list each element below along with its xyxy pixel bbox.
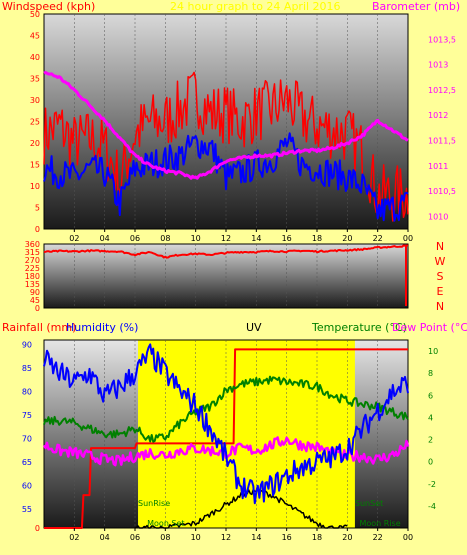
wind-average-line: [43, 132, 409, 222]
y-tick-label-right: 2: [428, 436, 433, 445]
y-tick-label-left: 225: [25, 264, 40, 273]
wind-direction-line: [43, 244, 409, 259]
y-tick-label-left: 15: [30, 161, 40, 170]
x-tick-label: 02: [69, 533, 79, 542]
x-tick-label: 20: [342, 533, 352, 542]
x-tick-label: 12: [221, 533, 231, 542]
y-tick-label-left: 60: [22, 482, 32, 491]
chart-title: 24 hour graph to 24 April 2016: [170, 0, 341, 13]
y-tick-label-right: 1010: [428, 212, 448, 221]
barometer-line: [43, 71, 409, 180]
x-tick-label: 04: [100, 533, 110, 542]
y-tick-label-left: 70: [22, 435, 32, 444]
x-tick-label: 06: [130, 533, 140, 542]
y-tick-label-right: -4: [428, 502, 436, 511]
y-tick-label-right: 1013,5: [428, 35, 456, 44]
moonrise-annotation: Moon Rise: [359, 519, 400, 528]
y-tick-label-left: 50: [30, 10, 40, 19]
y-tick-label-left: 45: [30, 32, 40, 41]
humidity-axis-label: Humidity (%): [66, 321, 138, 334]
rain-zero-label: 0: [35, 524, 40, 533]
x-tick-label: 22: [373, 533, 383, 542]
y-tick-label-right: 10: [428, 347, 438, 356]
humidity-line: [43, 343, 409, 505]
x-tick-label: 12: [221, 234, 231, 243]
y-tick-label-left: 55: [22, 505, 32, 514]
y-tick-label-left: 85: [22, 364, 32, 373]
x-tick-label: 22: [373, 234, 383, 243]
y-tick-label-left: 270: [25, 256, 40, 265]
y-tick-label-left: 90: [22, 341, 32, 350]
x-tick-label: 10: [191, 234, 201, 243]
x-tick-label: 14: [251, 533, 261, 542]
x-tick-label: 00: [403, 533, 413, 542]
x-tick-label: 16: [282, 234, 292, 243]
y-tick-label-right: 8: [428, 369, 433, 378]
y-tick-label-right: 6: [428, 391, 433, 400]
dewpoint-axis-label: Dew Point (°C): [392, 321, 467, 334]
sunrise-annotation: SunRise: [138, 499, 170, 508]
barometer-axis-label: Barometer (mb): [372, 0, 460, 13]
y-tick-label-right: 1012: [428, 111, 448, 120]
y-tick-label-left: 40: [30, 53, 40, 62]
direction-label: N: [436, 240, 444, 253]
direction-label: N: [436, 300, 444, 313]
y-tick-label-right: 1011,5: [428, 136, 456, 145]
x-tick-label: 00: [403, 234, 413, 243]
direction-label: S: [437, 270, 444, 283]
y-tick-label-left: 35: [30, 75, 40, 84]
uv-axis-label: UV: [246, 321, 262, 334]
x-tick-label: 18: [312, 533, 322, 542]
direction-label: E: [437, 285, 444, 298]
y-tick-label-left: 360: [25, 240, 40, 249]
y-tick-label-right: 4: [428, 413, 433, 422]
x-tick-label: 18: [312, 234, 322, 243]
y-tick-label-left: 0: [35, 304, 40, 313]
y-tick-label-right: 0: [428, 458, 433, 467]
y-tick-label-right: -2: [428, 480, 436, 489]
windspeed-axis-label: Windspeed (kph): [2, 0, 95, 13]
sunshine-fill: [138, 340, 355, 528]
x-tick-label: 02: [69, 234, 79, 243]
temperature-line: [43, 375, 409, 443]
y-tick-label-left: 80: [22, 388, 32, 397]
y-tick-label-left: 10: [30, 182, 40, 191]
y-tick-label-left: 65: [22, 458, 32, 467]
y-tick-label-right: 1012,5: [428, 86, 456, 95]
temperature-axis-label: Temperature (°C): [311, 321, 407, 334]
sunset-annotation: SunSet: [355, 499, 383, 508]
x-tick-label: 16: [282, 533, 292, 542]
y-tick-label-left: 45: [30, 296, 40, 305]
y-tick-label-left: 0: [35, 225, 40, 234]
moonset-annotation: Moon Set: [147, 519, 184, 528]
y-tick-label-right: 1010,5: [428, 187, 456, 196]
y-tick-label-left: 20: [30, 139, 40, 148]
y-tick-label-left: 75: [22, 411, 32, 420]
x-tick-label: 10: [191, 533, 201, 542]
y-tick-label-right: 1013: [428, 61, 448, 70]
y-tick-label-left: 180: [25, 272, 40, 281]
y-tick-label-left: 135: [25, 280, 40, 289]
y-tick-label-left: 30: [30, 96, 40, 105]
y-tick-label-left: 25: [30, 118, 40, 127]
x-tick-label: 08: [160, 234, 170, 243]
y-tick-label-left: 5: [35, 204, 40, 213]
rainfall-line: [44, 348, 408, 529]
y-tick-label-left: 90: [30, 288, 40, 297]
y-tick-label-left: 315: [25, 248, 40, 257]
rainfall-axis-label: Rainfall (mm): [2, 321, 76, 334]
x-tick-label: 08: [160, 533, 170, 542]
x-tick-label: 14: [251, 234, 261, 243]
x-tick-label: 06: [130, 234, 140, 243]
x-tick-label: 04: [100, 234, 110, 243]
x-tick-label: 20: [342, 234, 352, 243]
direction-label: W: [435, 255, 446, 268]
y-tick-label-right: 1011: [428, 162, 448, 171]
wind-gust-line: [43, 71, 409, 222]
